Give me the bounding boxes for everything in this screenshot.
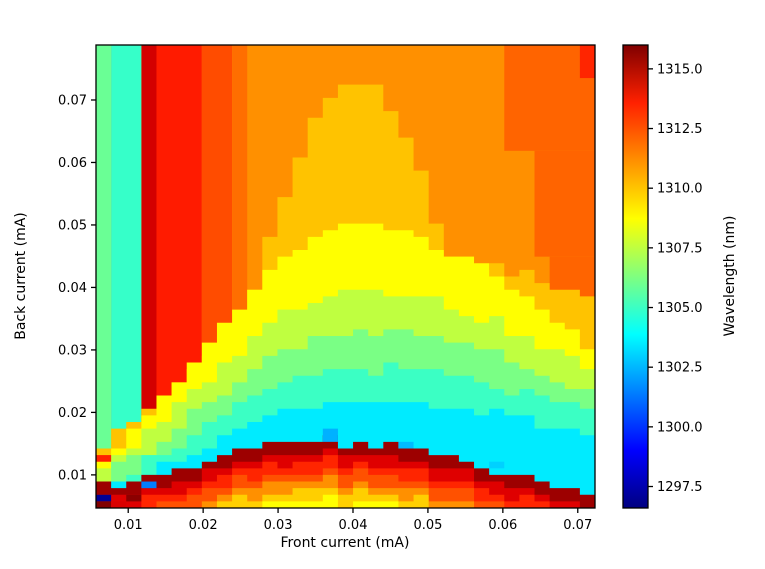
anomaly-cell-6 — [322, 428, 338, 442]
anomaly-cell-2 — [111, 501, 127, 508]
y-tick-label-0.07: 0.07 — [58, 93, 87, 108]
y-axis-label: Back current (mA) — [13, 212, 29, 340]
x-axis-label: Front current (mA) — [281, 535, 410, 551]
arc-layer-4 — [96, 474, 595, 508]
x-tick-label-0.07: 0.07 — [563, 518, 592, 533]
x-tick-label-0.03: 0.03 — [264, 518, 293, 533]
colorbar-label: Wavelength (nm) — [722, 216, 738, 337]
colorbar-tick-label-1302.5: 1302.5 — [657, 361, 703, 376]
y-tick-label-0.06: 0.06 — [58, 156, 87, 171]
y-tick-label-0.02: 0.02 — [58, 406, 87, 421]
anomaly-cell-5 — [96, 455, 112, 462]
heatmap-region-4 — [96, 45, 112, 508]
colorbar-tick-label-1300.0: 1300.0 — [657, 420, 703, 435]
colorbar-tick-label-1297.5: 1297.5 — [657, 480, 703, 495]
y-tick-label-0.01: 0.01 — [58, 468, 87, 483]
y-tick-label-0.03: 0.03 — [58, 343, 87, 358]
plot-border — [95, 44, 596, 509]
heatmap-region-10 — [579, 45, 595, 79]
x-tick-label-0.01: 0.01 — [114, 518, 143, 533]
x-tick-label-0.05: 0.05 — [413, 518, 442, 533]
colorbar: 1297.5 1300.0 1302.5 1305.0 1307.5 1310.0 1312… — [622, 44, 738, 509]
y-tick-label-0.04: 0.04 — [58, 281, 87, 296]
colorbar-tick-label-1305.0: 1305.0 — [657, 301, 703, 316]
x-tick-label-0.06: 0.06 — [488, 518, 517, 533]
x-tick-label-0.02: 0.02 — [189, 518, 218, 533]
x-tick-label-0.04: 0.04 — [339, 518, 368, 533]
anomaly-cell-7 — [398, 441, 414, 449]
heatmap-region-7 — [534, 150, 595, 257]
y-axis: 0.01 0.02 0.03 0.04 0.05 0.06 0.07 — [58, 93, 96, 483]
colorbar-tick-label-1312.5: 1312.5 — [657, 122, 703, 137]
arc-layer-5 — [96, 488, 595, 508]
colorbar-gradient — [622, 44, 649, 509]
anomaly-cell-4 — [141, 481, 157, 489]
x-axis: 0.01 0.02 0.03 0.04 0.05 0.06 0.07 — [114, 508, 592, 533]
heatmap-region-1 — [141, 45, 157, 429]
heatmap-plot-area — [96, 45, 595, 508]
colorbar-tick-label-1315.0: 1315.0 — [657, 62, 703, 77]
colorbar-tick-label-1310.0: 1310.0 — [657, 182, 703, 197]
y-tick-label-0.05: 0.05 — [58, 218, 87, 233]
colorbar-ticks: 1297.5 1300.0 1302.5 1305.0 1307.5 1310.0 1312… — [648, 62, 703, 495]
anomaly-cell-1 — [96, 501, 112, 508]
anomaly-cell-3 — [126, 494, 142, 502]
colorbar-tick-label-1307.5: 1307.5 — [657, 241, 703, 256]
anomaly-cell-0 — [96, 494, 112, 502]
anomaly-cell-8 — [489, 461, 505, 469]
